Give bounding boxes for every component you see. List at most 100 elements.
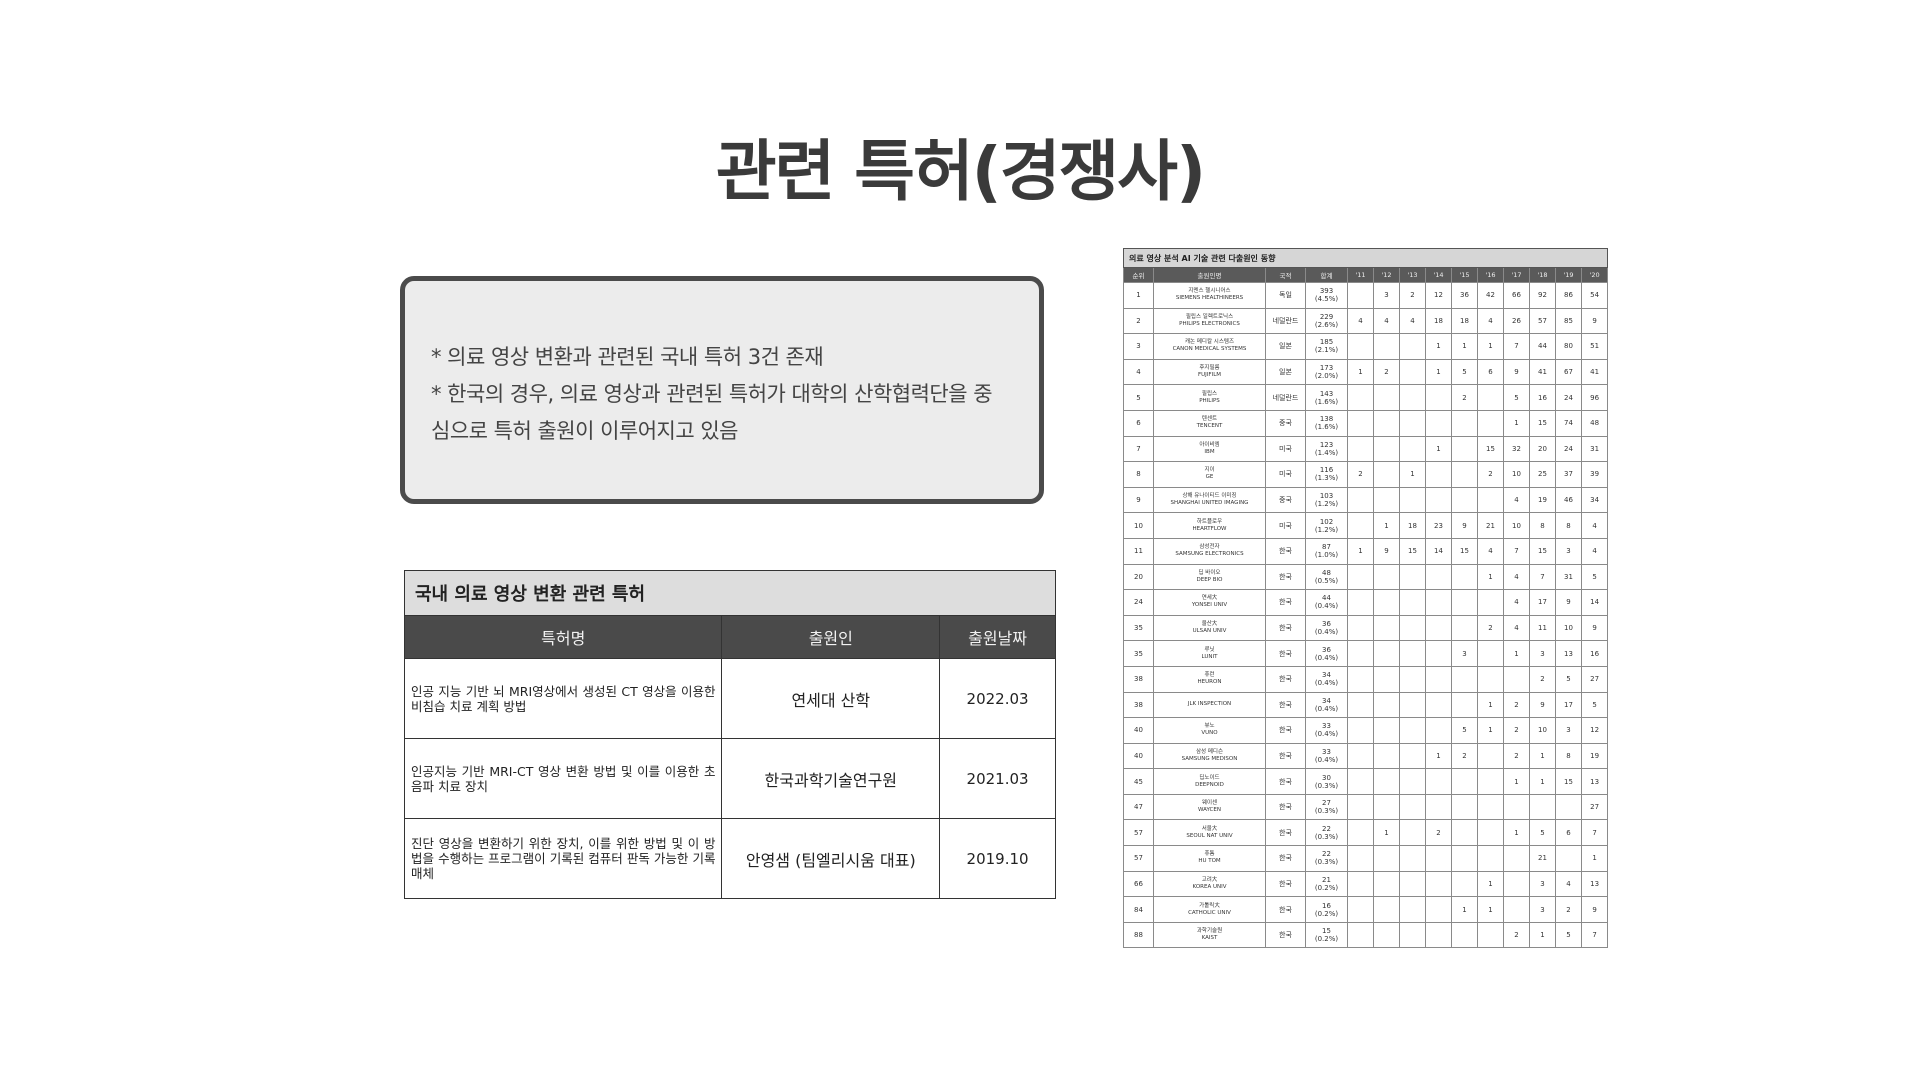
year-count-cell bbox=[1425, 384, 1452, 411]
year-count-cell bbox=[1399, 333, 1426, 360]
year-count-cell: 4 bbox=[1503, 589, 1530, 616]
year-count-cell: 15 bbox=[1529, 537, 1556, 565]
year-count-cell: 2 bbox=[1477, 614, 1504, 642]
total-percent: (1.6%) bbox=[1314, 397, 1339, 406]
total-cell: 21 (0.2%) bbox=[1305, 870, 1348, 898]
total-percent: (0.3%) bbox=[1314, 858, 1339, 867]
applicant-name-english: YONSEI UNIV bbox=[1191, 602, 1228, 609]
applicant-name-korean: 고려大 bbox=[1201, 876, 1218, 883]
year-count-cell bbox=[1425, 921, 1452, 949]
patent-date: 2022.03 bbox=[939, 658, 1056, 739]
year-count-cell: 3 bbox=[1555, 537, 1582, 565]
rank-cell: 1 bbox=[1123, 282, 1154, 309]
total-cell: 123 (1.4%) bbox=[1305, 435, 1348, 463]
total-count: 102 bbox=[1319, 517, 1334, 526]
table-row: 9 상해 유나이티드 이미징 SHANGHAI UNITED IMAGING 중국 10… bbox=[1123, 486, 1609, 514]
applicant-trend-table: 의료 영상 분석 AI 기술 관련 다출원인 동향 순위 출원인명 국적 합계 '11 '… bbox=[1122, 248, 1609, 949]
total-cell: 33 (0.4%) bbox=[1305, 742, 1348, 770]
year-count-cell bbox=[1477, 819, 1504, 847]
table-row: 88 과학기술원 KAIST 한국 15 (0.2%) 2 1 5 7 bbox=[1123, 921, 1609, 949]
year-count-cell bbox=[1399, 384, 1426, 411]
year-count-cell bbox=[1347, 589, 1374, 616]
year-count-cell: 1 bbox=[1477, 896, 1504, 923]
year-count-cell bbox=[1555, 793, 1582, 821]
total-count: 103 bbox=[1319, 492, 1334, 501]
table-row: 66 고려大 KOREA UNIV 한국 21 (0.2%) 1 3 4 13 bbox=[1123, 870, 1609, 898]
year-count-cell: 5 bbox=[1451, 358, 1478, 386]
total-percent: (0.4%) bbox=[1314, 628, 1339, 637]
year-count-cell: 9 bbox=[1451, 512, 1478, 539]
year-count-cell: 1 bbox=[1373, 512, 1400, 539]
total-cell: 22 (0.3%) bbox=[1305, 845, 1348, 872]
year-count-cell bbox=[1451, 870, 1478, 898]
trend-table-caption: 의료 영상 분석 AI 기술 관련 다출원인 동향 bbox=[1122, 248, 1609, 268]
year-count-cell: 9 bbox=[1373, 537, 1400, 565]
year-count-cell: 6 bbox=[1555, 819, 1582, 847]
year-count-cell bbox=[1373, 870, 1400, 898]
year-count-cell: 1 bbox=[1477, 717, 1504, 744]
total-percent: (1.2%) bbox=[1314, 525, 1339, 534]
year-count-cell: 5 bbox=[1555, 921, 1582, 949]
rank-cell: 3 bbox=[1123, 333, 1154, 360]
total-count: 22 bbox=[1322, 850, 1331, 859]
nationality-cell: 한국 bbox=[1265, 768, 1306, 795]
total-cell: 27 (0.3%) bbox=[1305, 793, 1348, 821]
applicant-name-cell: 고려大 KOREA UNIV bbox=[1153, 870, 1266, 898]
year-count-cell: 9 bbox=[1529, 691, 1556, 719]
total-count: 44 bbox=[1322, 594, 1331, 603]
year-count-cell bbox=[1347, 768, 1374, 795]
year-count-cell: 1 bbox=[1503, 409, 1530, 437]
year-count-cell bbox=[1451, 409, 1478, 437]
year-count-cell bbox=[1373, 333, 1400, 360]
year-count-cell: 1 bbox=[1503, 819, 1530, 847]
column-header-filing-date: 출원날짜 bbox=[939, 615, 1056, 659]
year-count-cell: 15 bbox=[1555, 768, 1582, 795]
year-count-cell bbox=[1503, 793, 1530, 821]
year-count-cell bbox=[1451, 691, 1478, 719]
year-count-cell: 2 bbox=[1529, 665, 1556, 693]
rank-cell: 2 bbox=[1123, 307, 1154, 335]
year-count-cell: 9 bbox=[1580, 307, 1609, 335]
year-count-cell: 42 bbox=[1477, 282, 1504, 309]
year-count-cell: 10 bbox=[1555, 614, 1582, 642]
nationality-cell: 한국 bbox=[1265, 870, 1306, 898]
total-percent: (0.2%) bbox=[1314, 935, 1339, 944]
applicant-name-cell: 하트플로우 HEARTFLOW bbox=[1153, 512, 1266, 539]
year-count-cell: 2 bbox=[1503, 921, 1530, 949]
year-count-cell: 4 bbox=[1373, 307, 1400, 335]
year-count-cell bbox=[1451, 614, 1478, 642]
year-count-cell: 2 bbox=[1555, 896, 1582, 923]
year-count-cell bbox=[1373, 768, 1400, 795]
year-count-cell bbox=[1347, 486, 1374, 514]
year-count-cell: 1 bbox=[1477, 563, 1504, 591]
total-percent: (0.2%) bbox=[1314, 883, 1339, 892]
total-count: 138 bbox=[1319, 415, 1334, 424]
table-row: 3 캐논 메디칼 시스템즈 CANON MEDICAL SYSTEMS 일본 185 (2… bbox=[1123, 333, 1609, 360]
year-count-cell: 19 bbox=[1529, 486, 1556, 514]
year-count-cell: 7 bbox=[1503, 537, 1530, 565]
applicant-name-english: CANON MEDICAL SYSTEMS bbox=[1172, 346, 1247, 353]
applicant-name-cell: 후지필름 FUJIFILM bbox=[1153, 358, 1266, 386]
year-count-cell: 4 bbox=[1399, 307, 1426, 335]
applicant-name-cell: 서울大 SEOUL NAT UNIV bbox=[1153, 819, 1266, 847]
year-count-cell bbox=[1451, 665, 1478, 693]
year-count-cell: 1 bbox=[1580, 845, 1609, 872]
total-percent: (0.4%) bbox=[1314, 730, 1339, 739]
year-count-cell: 18 bbox=[1425, 307, 1452, 335]
total-cell: 185 (2.1%) bbox=[1305, 333, 1348, 360]
year-count-cell: 5 bbox=[1451, 717, 1478, 744]
year-count-cell: 4 bbox=[1347, 307, 1374, 335]
applicant-name-korean: 캐논 메디칼 시스템즈 bbox=[1184, 339, 1235, 346]
total-cell: 48 (0.5%) bbox=[1305, 563, 1348, 591]
applicant-name-korean: 아이비엠 bbox=[1199, 441, 1220, 448]
total-cell: 103 (1.2%) bbox=[1305, 486, 1348, 514]
nationality-cell: 중국 bbox=[1265, 486, 1306, 514]
year-count-cell: 5 bbox=[1580, 563, 1609, 591]
total-percent: (4.5%) bbox=[1314, 295, 1339, 304]
year-count-cell bbox=[1451, 461, 1478, 488]
applicant-name-korean: 필립스 일렉트로닉스 bbox=[1185, 313, 1234, 320]
year-count-cell bbox=[1399, 640, 1426, 667]
patent-name: 인공 지능 기반 뇌 MRI영상에서 생성된 CT 영상을 이용한 비침습 치료… bbox=[403, 658, 723, 739]
applicant-name-korean: 휴런 bbox=[1204, 672, 1215, 679]
year-count-cell bbox=[1347, 793, 1374, 821]
